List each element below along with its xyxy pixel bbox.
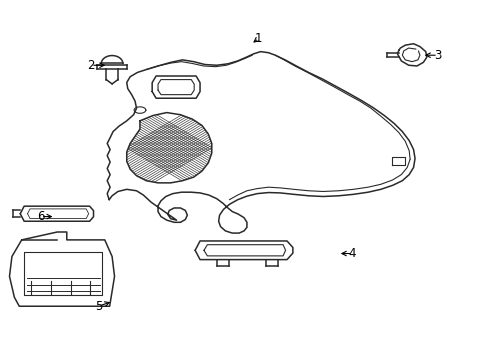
Text: 3: 3 (434, 49, 441, 62)
Text: 4: 4 (349, 247, 356, 260)
Text: 2: 2 (87, 59, 95, 72)
Text: 6: 6 (37, 210, 45, 223)
Text: 5: 5 (95, 300, 102, 313)
Text: 1: 1 (255, 32, 263, 45)
